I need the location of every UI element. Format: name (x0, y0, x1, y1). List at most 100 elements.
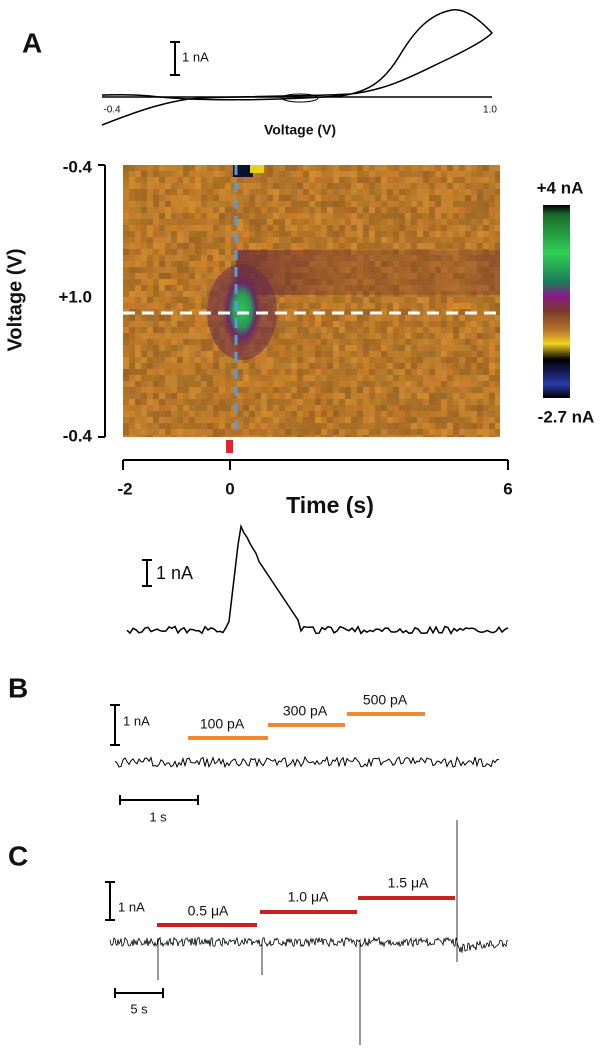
color-cell (225, 177, 231, 183)
color-cell (381, 297, 387, 303)
color-cell (255, 237, 261, 243)
color-cell (381, 321, 387, 327)
color-cell (273, 177, 279, 183)
color-cell (399, 297, 405, 303)
color-cell (291, 201, 297, 207)
color-cell (345, 399, 351, 405)
color-cell (243, 393, 249, 399)
color-cell (141, 285, 147, 291)
color-cell (375, 231, 381, 237)
color-cell (321, 339, 327, 345)
color-cell (147, 285, 153, 291)
color-cell (441, 297, 447, 303)
color-cell (435, 423, 441, 429)
color-cell (153, 177, 159, 183)
color-cell (381, 411, 387, 417)
color-cell (489, 171, 495, 177)
color-cell (333, 303, 339, 309)
color-cell (189, 177, 195, 183)
color-cell (393, 327, 399, 333)
color-cell (165, 225, 171, 231)
color-cell (387, 189, 393, 195)
color-cell (267, 351, 273, 357)
color-cell (435, 387, 441, 393)
color-cell (393, 219, 399, 225)
color-cell (135, 219, 141, 225)
color-cell (387, 183, 393, 189)
color-cell (339, 225, 345, 231)
color-cell (423, 339, 429, 345)
color-cell (471, 363, 477, 369)
color-cell (303, 393, 309, 399)
color-cell (213, 225, 219, 231)
color-cell (147, 345, 153, 351)
color-cell (351, 171, 357, 177)
color-cell (351, 213, 357, 219)
color-cell (399, 315, 405, 321)
x-axis-title: Voltage (V) (264, 122, 336, 138)
color-cell (297, 297, 303, 303)
color-cell (435, 399, 441, 405)
color-cell (489, 345, 495, 351)
color-cell (237, 183, 243, 189)
color-cell (363, 357, 369, 363)
color-cell (495, 165, 500, 171)
color-cell (387, 429, 393, 435)
color-cell (417, 333, 423, 339)
color-cell (381, 165, 387, 171)
color-cell (381, 231, 387, 237)
color-cell (219, 357, 225, 363)
color-cell (363, 411, 369, 417)
color-cell (495, 435, 500, 437)
color-cell (429, 345, 435, 351)
color-cell (411, 303, 417, 309)
color-cell (333, 243, 339, 249)
color-cell (483, 405, 489, 411)
color-cell (447, 405, 453, 411)
color-cell (495, 237, 500, 243)
color-cell (165, 327, 171, 333)
color-cell (423, 321, 429, 327)
color-cell (477, 183, 483, 189)
color-cell (381, 357, 387, 363)
color-cell (147, 363, 153, 369)
color-cell (447, 339, 453, 345)
color-cell (177, 213, 183, 219)
color-cell (381, 189, 387, 195)
color-cell (189, 261, 195, 267)
color-cell (129, 345, 135, 351)
color-cell (393, 423, 399, 429)
color-cell (471, 213, 477, 219)
color-cell (177, 339, 183, 345)
color-cell (141, 183, 147, 189)
color-cell (369, 183, 375, 189)
color-cell (447, 429, 453, 435)
color-cell (405, 321, 411, 327)
color-cell (339, 231, 345, 237)
color-cell (381, 303, 387, 309)
color-cell (141, 165, 147, 171)
color-cell (255, 393, 261, 399)
color-cell (411, 183, 417, 189)
color-cell (459, 333, 465, 339)
color-cell (381, 177, 387, 183)
color-cell (171, 315, 177, 321)
color-cell (147, 339, 153, 345)
color-cell (435, 201, 441, 207)
color-cell (453, 363, 459, 369)
color-cell (309, 357, 315, 363)
color-cell (207, 237, 213, 243)
color-cell (405, 225, 411, 231)
color-cell (423, 183, 429, 189)
color-cell (141, 369, 147, 375)
color-cell (465, 297, 471, 303)
color-cell (375, 201, 381, 207)
color-cell (417, 399, 423, 405)
color-cell (411, 165, 417, 171)
color-cell (147, 357, 153, 363)
color-cell (495, 339, 500, 345)
color-cell (279, 171, 285, 177)
color-cell (399, 369, 405, 375)
color-cell (171, 273, 177, 279)
color-cell (225, 375, 231, 381)
